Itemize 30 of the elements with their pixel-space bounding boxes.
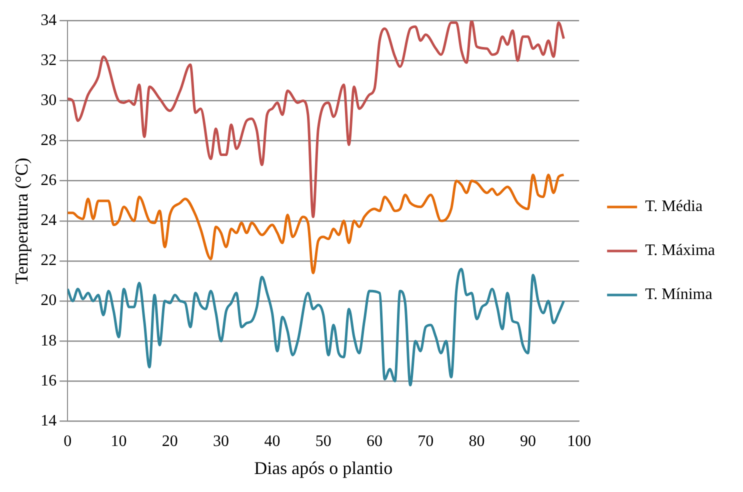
y-tick-label: 32 — [40, 52, 57, 69]
legend-label: T. Mínima — [645, 286, 712, 304]
y-tick-label: 18 — [40, 332, 57, 350]
y-tick-label: 34 — [40, 12, 57, 29]
x-tick-label: 50 — [315, 433, 332, 450]
x-axis-title: Dias após o plantio — [254, 458, 393, 478]
x-tick-label: 10 — [110, 433, 127, 450]
y-axis-title: Temperatura (°C) — [12, 158, 32, 284]
y-tick-label: 26 — [40, 172, 57, 190]
x-tick-label: 20 — [162, 433, 178, 450]
y-tick-label: 30 — [40, 92, 57, 109]
x-tick-label: 30 — [213, 433, 230, 450]
line-series — [68, 20, 565, 218]
y-tick-label: 14 — [40, 412, 57, 430]
y-tick-label: 22 — [40, 252, 57, 270]
x-tick-label: 0 — [64, 433, 72, 450]
line-series — [68, 268, 565, 386]
legend-label: T. Média — [645, 198, 703, 216]
line-series — [68, 174, 565, 274]
y-tick-label: 24 — [40, 212, 57, 230]
x-tick-label: 60 — [366, 433, 382, 450]
y-tick-label: 20 — [40, 292, 57, 310]
x-tick-label: 80 — [468, 433, 485, 450]
x-tick-label: 40 — [264, 433, 280, 450]
legend-label: T. Máxima — [645, 242, 715, 260]
y-tick-label: 16 — [40, 372, 57, 390]
x-tick-label: 90 — [520, 433, 536, 450]
x-tick-label: 100 — [567, 433, 592, 450]
y-tick-label: 28 — [40, 132, 57, 149]
x-tick-label: 70 — [418, 433, 434, 450]
